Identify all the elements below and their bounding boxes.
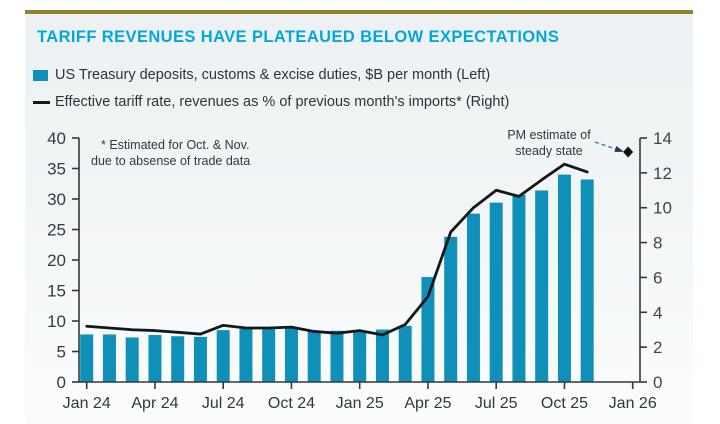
bar-sep-24 xyxy=(262,327,276,382)
left-axis-label: 0 xyxy=(57,373,66,392)
x-axis-label: Jan 24 xyxy=(63,395,111,412)
left-axis-label: 20 xyxy=(47,251,66,270)
x-axis-label: Oct 25 xyxy=(541,395,588,412)
bar-sep-25 xyxy=(535,190,549,382)
x-axis-label: Apr 25 xyxy=(404,395,451,412)
pm-estimate-diamond-marker xyxy=(623,146,634,158)
bar-nov-24 xyxy=(307,331,321,382)
bar-series-swatch-icon xyxy=(33,69,48,81)
top-accent-rule xyxy=(25,10,693,14)
bar-jun-24 xyxy=(193,336,207,382)
legend-item-bars: US Treasury deposits, customs & excise d… xyxy=(33,66,509,84)
pm-note-line1: PM estimate of xyxy=(507,128,591,142)
bar-aug-25 xyxy=(512,194,526,382)
pm-arrow-head-icon xyxy=(614,145,624,153)
right-axis-label: 2 xyxy=(653,338,662,357)
x-axis-label: Apr 24 xyxy=(131,395,178,412)
bar-oct-25 xyxy=(557,174,571,382)
bar-jan-25 xyxy=(353,331,367,382)
bar-may-24 xyxy=(171,336,185,382)
x-axis-label: Jan 25 xyxy=(336,395,384,412)
left-axis-label: 5 xyxy=(57,343,66,362)
x-axis-label: Jul 25 xyxy=(475,395,518,412)
right-axis-label: 4 xyxy=(653,303,662,322)
bar-oct-24 xyxy=(284,328,298,382)
bar-jun-25 xyxy=(466,213,480,382)
estimate-note-line1: * Estimated for Oct. & Nov. xyxy=(101,138,249,152)
right-axis-label: 12 xyxy=(653,164,672,183)
bar-dec-24 xyxy=(330,330,344,382)
left-axis-label: 15 xyxy=(47,282,66,301)
pm-note-line2: steady state xyxy=(515,144,582,158)
bar-mar-24 xyxy=(125,337,139,382)
chart-title: TARIFF REVENUES HAVE PLATEAUED BELOW EXP… xyxy=(37,28,560,46)
legend-label-line: Effective tariff rate, revenues as % of … xyxy=(55,94,510,110)
bar-feb-25 xyxy=(375,329,389,382)
chart-card: TARIFF REVENUES HAVE PLATEAUED BELOW EXP… xyxy=(25,14,693,424)
bar-feb-24 xyxy=(102,334,116,382)
right-axis-label: 14 xyxy=(653,129,672,148)
pm-arrow-shaft xyxy=(594,141,618,151)
bar-jan-24 xyxy=(80,334,94,382)
bar-aug-24 xyxy=(239,328,253,382)
legend-item-line: Effective tariff rate, revenues as % of … xyxy=(33,93,509,111)
bar-may-25 xyxy=(444,236,458,382)
x-axis-label: Oct 24 xyxy=(268,395,315,412)
bar-jul-25 xyxy=(489,202,503,382)
bar-apr-25 xyxy=(421,277,435,382)
tariff-rate-line xyxy=(85,162,589,337)
x-axis-label: Jan 26 xyxy=(609,395,657,412)
right-axis-label: 8 xyxy=(653,234,662,253)
left-axis-label: 10 xyxy=(47,312,66,331)
left-axis-label: 35 xyxy=(47,160,66,179)
legend-label-bars: US Treasury deposits, customs & excise d… xyxy=(55,67,491,83)
line-series-swatch-icon xyxy=(33,100,50,104)
left-axis-label: 30 xyxy=(47,190,66,209)
estimate-note-line2: due to absense of trade data xyxy=(91,154,250,168)
right-axis-label: 6 xyxy=(653,268,662,287)
x-axis-label: Jul 24 xyxy=(202,395,245,412)
chart-plot: 0 5 10 15 20 25 30 35 40 0 2 4 6 8 10 12 14 Jan 24 Apr 24 J… xyxy=(47,128,672,412)
bar-nov-25 xyxy=(580,179,594,382)
bar-jul-24 xyxy=(216,330,230,382)
bar-apr-24 xyxy=(148,335,162,382)
legend: US Treasury deposits, customs & excise d… xyxy=(33,66,509,120)
left-axis-label: 25 xyxy=(47,221,66,240)
left-axis-label: 40 xyxy=(47,129,66,148)
right-axis-label: 0 xyxy=(653,373,662,392)
right-axis-label: 10 xyxy=(653,199,672,218)
bar-mar-25 xyxy=(398,325,412,382)
